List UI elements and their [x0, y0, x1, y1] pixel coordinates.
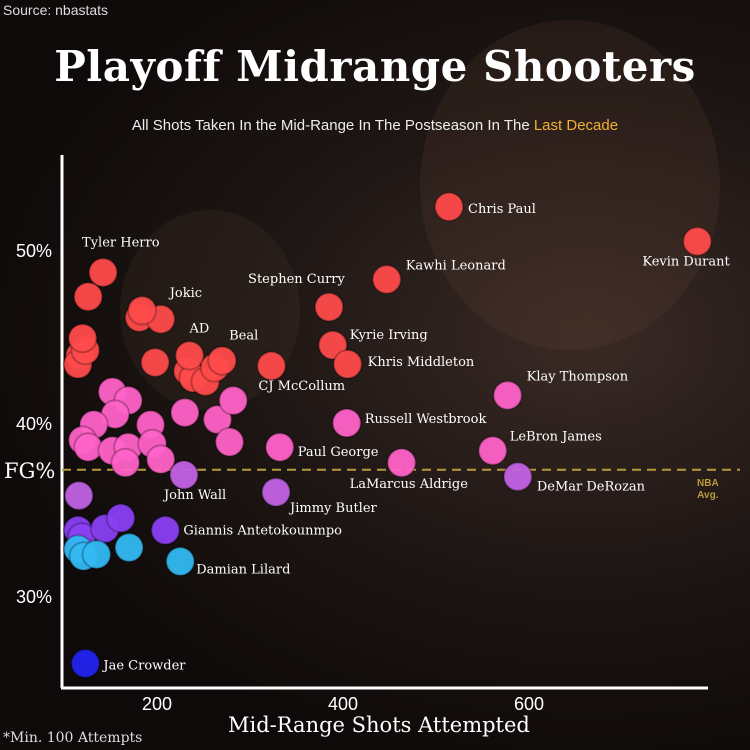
- y-tick-label: 50%: [16, 241, 52, 261]
- data-point-red: [88, 257, 119, 288]
- point-label: Jimmy Butler: [288, 501, 378, 516]
- data-point-red: [434, 191, 465, 222]
- chart-subtitle: All Shots Taken In the Mid-Range In The …: [0, 117, 750, 134]
- data-point-pink: [477, 435, 508, 466]
- point-label: DeMar DeRozan: [537, 480, 646, 495]
- data-point-cyan: [165, 546, 196, 577]
- data-point-pink: [169, 397, 200, 428]
- data-point-cyan: [81, 539, 112, 570]
- data-point-blue: [70, 648, 101, 679]
- y-axis-label: FG%: [4, 459, 56, 483]
- nba-average-label: NBA Avg.: [697, 478, 719, 502]
- nba-average-label-line2: Avg.: [697, 490, 719, 501]
- data-point-lavender: [168, 459, 199, 490]
- x-tick-label: 200: [142, 694, 172, 714]
- point-label: John Wall: [162, 488, 226, 503]
- point-label: Klay Thompson: [527, 369, 629, 384]
- data-point-pink: [331, 408, 362, 438]
- data-point-red: [67, 323, 98, 354]
- data-point-pink: [202, 404, 233, 435]
- point-label: Kyrie Irving: [350, 328, 428, 343]
- data-point-pink: [218, 385, 249, 416]
- data-point-pink: [214, 427, 245, 458]
- data-point-red: [317, 330, 348, 361]
- data-point-red: [332, 349, 363, 380]
- data-point-red: [314, 292, 345, 323]
- y-tick-label: 40%: [16, 414, 52, 434]
- background-photo-player-right: [420, 20, 720, 350]
- y-tick-label: 30%: [16, 587, 52, 607]
- data-point-cyan: [114, 532, 145, 563]
- point-label: LeBron James: [510, 430, 602, 445]
- data-point-pink: [264, 432, 295, 463]
- data-point-violet: [105, 503, 136, 534]
- nba-average-label-line1: NBA: [697, 478, 719, 489]
- point-label: Stephen Curry: [248, 272, 345, 287]
- point-label: Kawhi Leonard: [406, 258, 506, 273]
- data-point-lavender: [502, 461, 533, 492]
- point-label: Jokic: [168, 286, 202, 301]
- chart-title: Playoff Midrange Shooters: [54, 42, 696, 91]
- point-label: CJ McCollum: [258, 379, 345, 394]
- data-point-red: [207, 345, 238, 376]
- data-point-red: [140, 347, 171, 378]
- data-point-red: [256, 350, 287, 381]
- point-label: Giannis Antetokounmpo: [183, 523, 342, 538]
- point-label: Russell Westbrook: [365, 412, 487, 427]
- data-point-violet: [150, 515, 181, 546]
- point-label: Khris Middleton: [368, 355, 475, 370]
- point-label: Paul George: [298, 445, 379, 460]
- x-tick-label: 600: [514, 694, 544, 714]
- point-label: Chris Paul: [468, 202, 536, 217]
- data-point-pink: [145, 444, 176, 475]
- footnote: *Min. 100 Attempts: [3, 730, 143, 746]
- data-point-red: [682, 226, 713, 257]
- x-tick-label: 400: [328, 694, 358, 714]
- point-label: AD: [189, 322, 210, 337]
- data-point-red: [73, 281, 104, 312]
- point-label: LaMarcus Aldrige: [350, 477, 469, 492]
- point-label: Jae Crowder: [101, 658, 186, 673]
- data-point-lavender: [261, 477, 292, 508]
- point-label: Tyler Herro: [82, 235, 160, 250]
- subtitle-highlight: Last Decade: [533, 117, 619, 134]
- data-point-pink: [386, 447, 417, 478]
- data-point-lavender: [63, 480, 94, 511]
- point-label: Beal: [229, 329, 258, 344]
- data-point-pink: [110, 447, 141, 478]
- data-point-pink: [492, 380, 523, 411]
- source-note: Source: nbastats: [3, 2, 109, 18]
- data-point-red: [174, 340, 205, 371]
- data-point-red: [371, 264, 402, 295]
- point-label: Kevin Durant: [642, 254, 730, 269]
- point-label: Damian Lilard: [196, 562, 290, 577]
- x-axis-label: Mid-Range Shots Attempted: [228, 713, 530, 737]
- data-point-red: [127, 295, 158, 326]
- subtitle-main: All Shots Taken In the Mid-Range In The …: [131, 117, 534, 134]
